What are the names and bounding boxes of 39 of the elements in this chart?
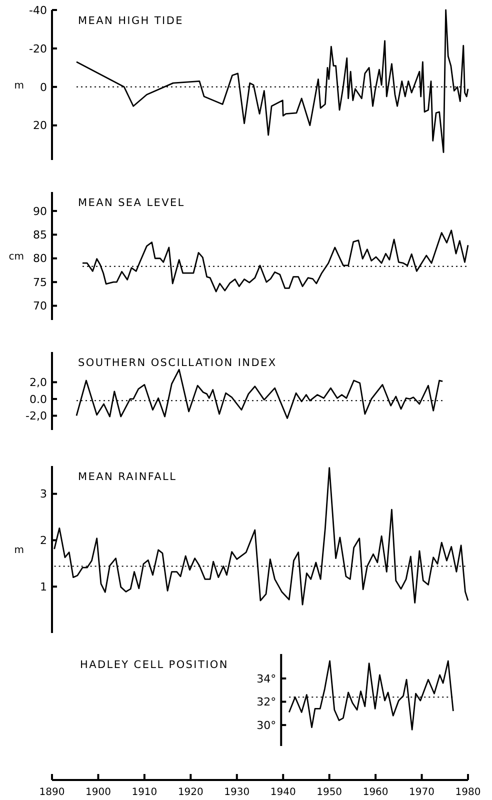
y-tick-label: 0	[40, 80, 47, 94]
y-tick-label: 1	[40, 580, 47, 594]
y-tick-label: 30°	[256, 718, 276, 732]
y-tick-label: -40	[29, 4, 47, 17]
line-series	[288, 660, 454, 730]
x-tick-label: 1920	[178, 787, 204, 798]
x-tick-label: 1950	[316, 787, 342, 798]
y-tick-label: -2,0	[26, 410, 47, 423]
y-tick-label: -20	[29, 42, 47, 56]
text: MEAN HIGH TIDE	[78, 15, 184, 27]
line-series	[76, 368, 444, 419]
y-tick-label: 3	[40, 488, 47, 501]
text: MEAN SEA LEVEL	[78, 197, 185, 209]
x-tick-label: 1900	[85, 787, 111, 798]
y-axis-title: cm	[8, 252, 24, 262]
y-tick-label: 34°	[256, 672, 276, 686]
x-tick-label: 1910	[132, 787, 158, 798]
x-tick-label: 1970	[409, 787, 435, 798]
y-tick-label: 32°	[256, 696, 276, 709]
y-tick-label: 2,0	[30, 376, 47, 390]
y-tick-label: 90	[33, 204, 47, 218]
y-tick-label: 75	[33, 276, 47, 289]
text: HADLEY CELL POSITION	[80, 659, 228, 671]
y-tick-label: 20	[33, 119, 47, 132]
y-axis-title: m	[14, 545, 24, 556]
x-tick-label: 1940	[270, 787, 296, 798]
text: MEAN RAINFALL	[78, 471, 177, 483]
y-tick-label: 80	[33, 252, 47, 266]
y-tick-label: 70	[33, 300, 47, 313]
x-tick-label: 1960	[362, 787, 388, 798]
x-tick-label: 1890	[39, 787, 65, 798]
x-tick-label: 1980	[455, 787, 481, 798]
y-tick-label: 85	[33, 228, 47, 242]
line-series	[82, 230, 469, 292]
text: SOUTHERN OSCILLATION INDEX	[78, 357, 277, 369]
y-tick-label: 2	[40, 534, 47, 548]
x-tick-label: 1930	[224, 787, 250, 798]
y-axis-title: m	[14, 80, 24, 92]
y-tick-label: 0.0	[30, 392, 47, 406]
